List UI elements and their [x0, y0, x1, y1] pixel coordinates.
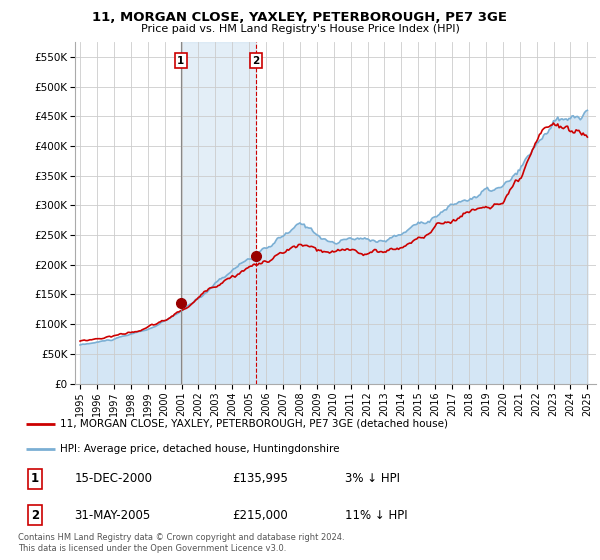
Text: £215,000: £215,000 [232, 508, 288, 521]
Text: Contains HM Land Registry data © Crown copyright and database right 2024.
This d: Contains HM Land Registry data © Crown c… [18, 533, 344, 553]
Text: 11, MORGAN CLOSE, YAXLEY, PETERBOROUGH, PE7 3GE: 11, MORGAN CLOSE, YAXLEY, PETERBOROUGH, … [92, 11, 508, 24]
Text: HPI: Average price, detached house, Huntingdonshire: HPI: Average price, detached house, Hunt… [60, 444, 340, 454]
Text: 11, MORGAN CLOSE, YAXLEY, PETERBOROUGH, PE7 3GE (detached house): 11, MORGAN CLOSE, YAXLEY, PETERBOROUGH, … [60, 419, 448, 429]
Bar [181, 42, 256, 384]
Text: 2: 2 [31, 508, 39, 521]
Text: 2: 2 [253, 55, 260, 66]
Text: 31-MAY-2005: 31-MAY-2005 [74, 508, 151, 521]
Text: 11% ↓ HPI: 11% ↓ HPI [345, 508, 408, 521]
Text: 1: 1 [177, 55, 184, 66]
Text: 1: 1 [31, 473, 39, 486]
Text: Price paid vs. HM Land Registry's House Price Index (HPI): Price paid vs. HM Land Registry's House … [140, 24, 460, 34]
Text: £135,995: £135,995 [232, 473, 288, 486]
Text: 15-DEC-2000: 15-DEC-2000 [74, 473, 152, 486]
Text: 3% ↓ HPI: 3% ↓ HPI [345, 473, 400, 486]
